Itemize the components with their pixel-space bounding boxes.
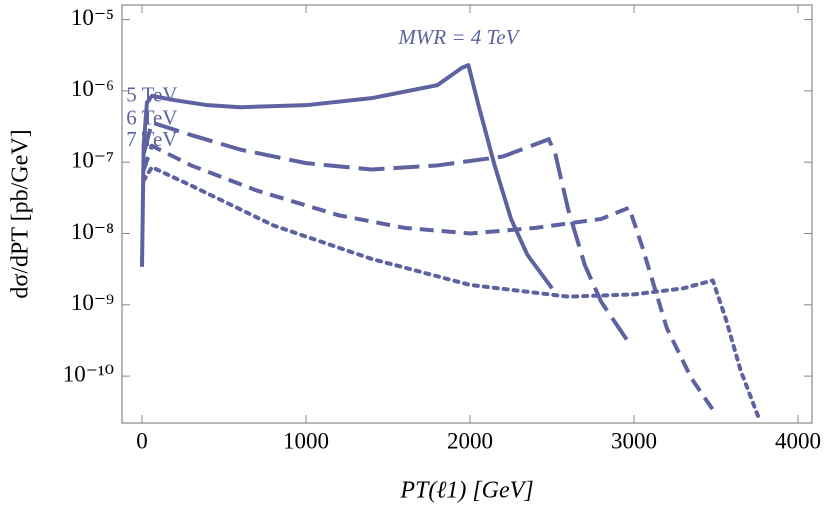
x-tick-label: 3000: [611, 428, 657, 453]
y-tick-label: 10⁻⁹: [71, 290, 114, 315]
y-tick-label: 10⁻⁵: [71, 5, 114, 30]
series-line: [141, 120, 631, 345]
y-axis-title: dσ/dPT [pb/GeV]: [8, 129, 34, 298]
series-annotation: MWR = 4 TeV: [397, 25, 520, 49]
series-line: [141, 143, 718, 416]
series-annotation: 5 TeV: [126, 82, 177, 106]
series-annotation: 7 TeV: [126, 127, 177, 151]
y-tick-label: 10⁻⁷: [71, 147, 114, 172]
x-axis-title: PT(ℓ1) [GeV]: [399, 478, 533, 504]
x-tick-label: 2000: [447, 428, 493, 453]
series-annotation: 6 TeV: [126, 106, 177, 130]
series-line: [140, 63, 554, 290]
x-tick-label: 4000: [775, 428, 821, 453]
y-tick-label: 10⁻⁶: [71, 76, 114, 101]
series-line: [141, 165, 761, 420]
x-tick-label: 0: [136, 428, 148, 453]
plot-frame: [121, 4, 813, 424]
y-tick-label: 10⁻⁸: [71, 219, 114, 244]
plot-area: [140, 63, 761, 420]
x-tick-label: 1000: [283, 428, 329, 453]
y-tick-label: 10⁻¹⁰: [63, 361, 114, 386]
